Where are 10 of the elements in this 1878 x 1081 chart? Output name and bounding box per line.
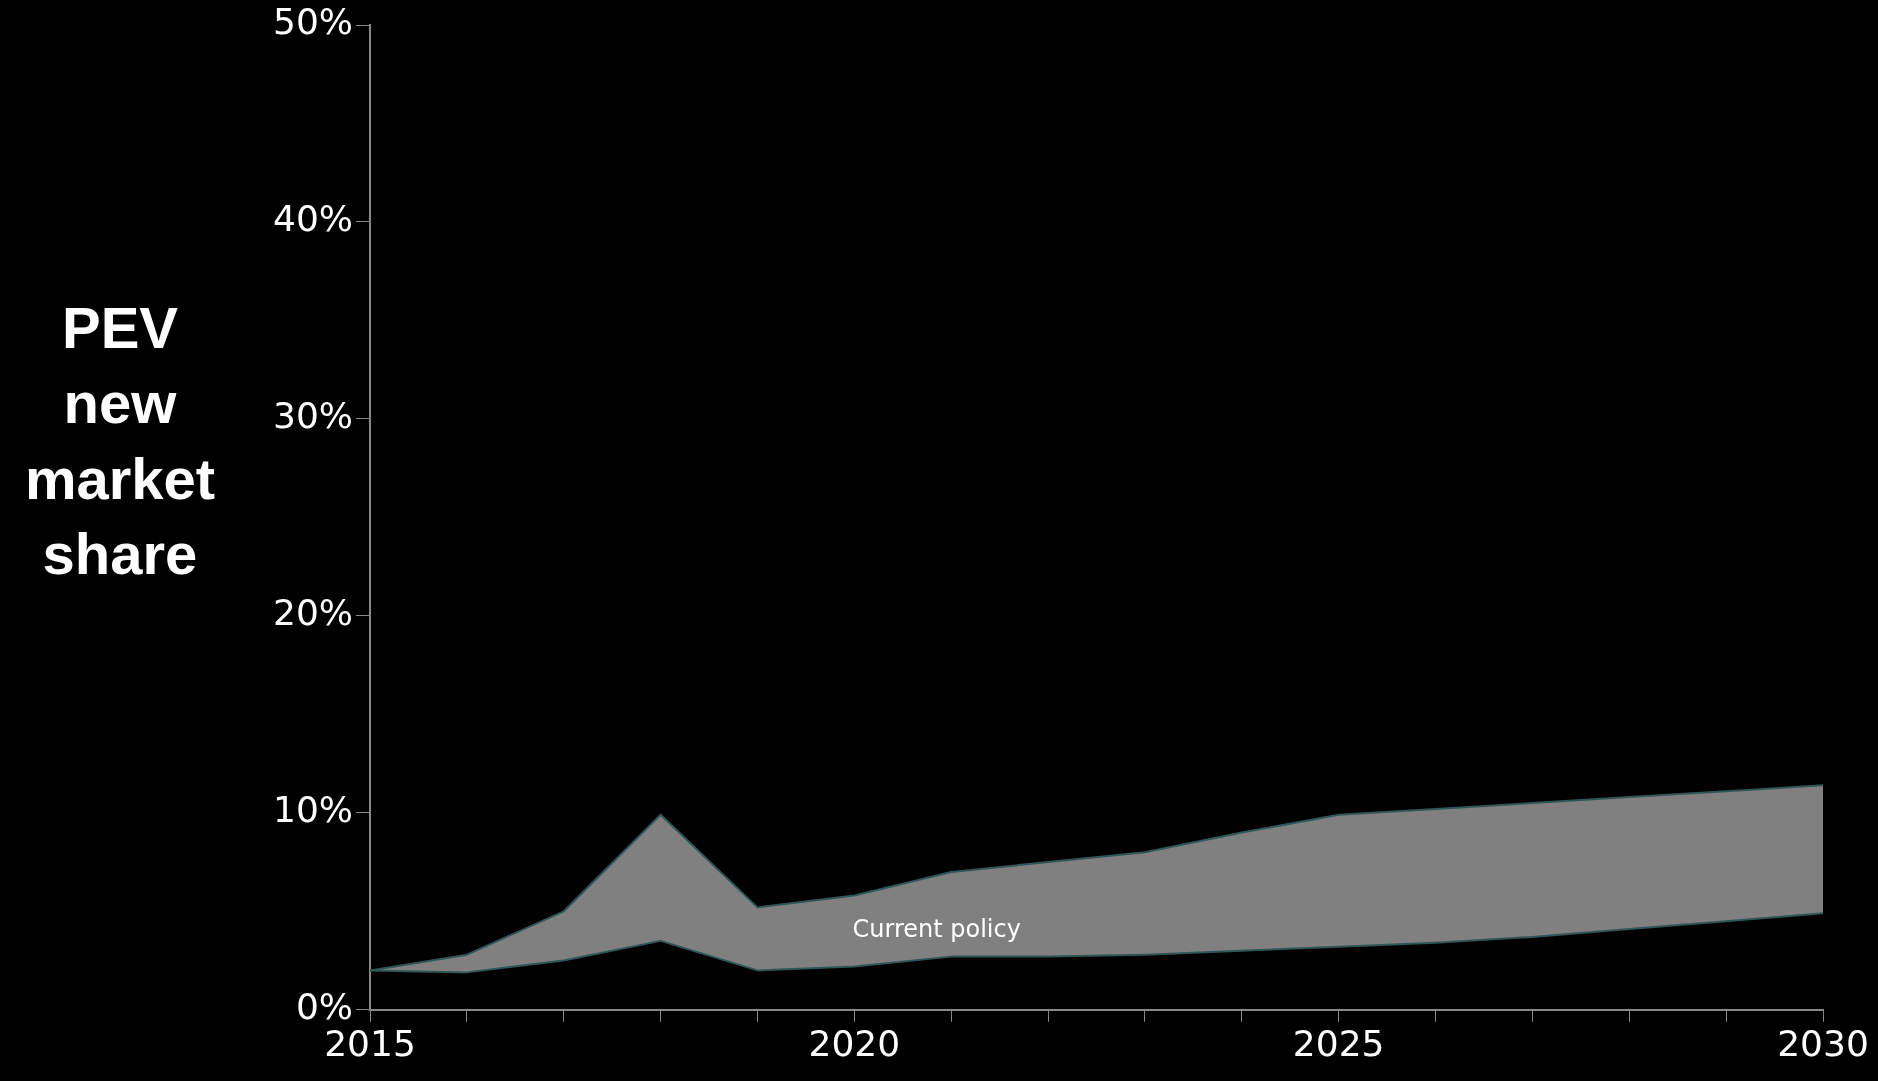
y-tick-label: 50% <box>273 1 354 43</box>
y-axis-title: PEV new market share <box>23 294 217 589</box>
y-tick-label: 30% <box>273 395 354 437</box>
y-tick-label: 40% <box>273 198 354 240</box>
x-tick-label: 2030 <box>1777 1022 1869 1064</box>
x-tick-label: 2020 <box>808 1022 901 1064</box>
y-tick-label: 10% <box>273 789 354 831</box>
y-tick-label: 20% <box>273 592 354 634</box>
x-tick-label: 2025 <box>1292 1022 1385 1064</box>
annotation: Current policy <box>852 915 1021 944</box>
